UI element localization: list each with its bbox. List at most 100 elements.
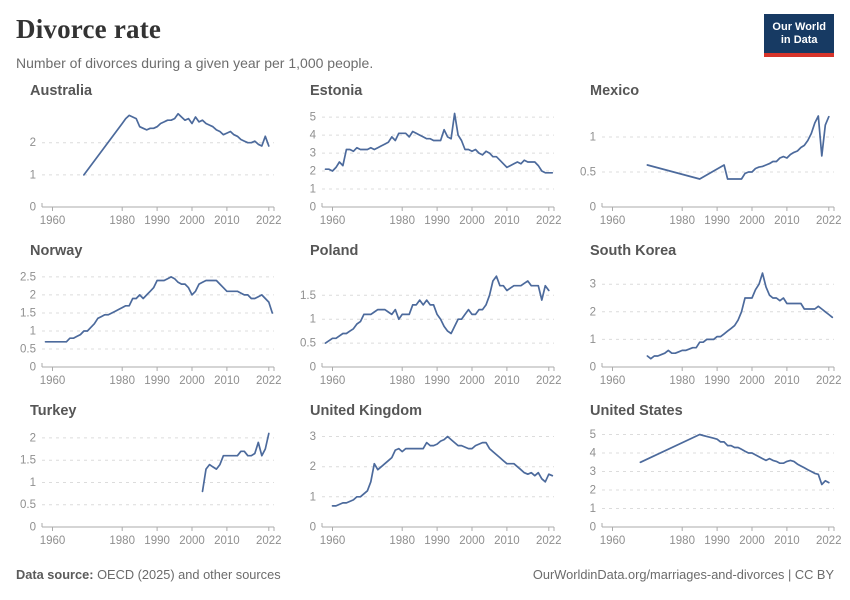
data-source-text: OECD (2025) and other sources: [93, 567, 281, 582]
x-tick-label: 1980: [389, 215, 415, 227]
y-tick-label: 3: [590, 466, 596, 478]
chart-plot-norway[interactable]: 0 0.5 1 1.5 2 2.5 1960 1980 1990 2000 2010 2022: [16, 263, 282, 395]
series-line: [83, 112, 270, 176]
x-tick-label: 2010: [494, 535, 520, 547]
series-line: [324, 112, 554, 174]
x-tick-label: 2022: [256, 535, 282, 547]
chart-footer: Data source: OECD (2025) and other sourc…: [16, 567, 834, 582]
y-tick-label: 5: [590, 429, 596, 441]
y-tick-label: 0: [590, 522, 596, 534]
y-tick-label: 2: [310, 166, 316, 178]
y-tick-label: 0.5: [20, 344, 36, 356]
series-line: [646, 272, 834, 360]
x-tick-label: 1980: [389, 535, 415, 547]
owid-logo: Our World in Data: [764, 14, 834, 57]
chart-title: United States: [590, 403, 683, 419]
y-tick-label: 2.5: [20, 271, 36, 283]
x-tick-label: 2000: [459, 535, 485, 547]
x-tick-label: 1960: [600, 215, 626, 227]
chart-plot-united-states[interactable]: 0 1 2 3 4 5 1960 1980 1990 2000 2010 2022: [576, 423, 842, 555]
chart-title: South Korea: [590, 243, 677, 259]
y-tick-label: 0: [30, 202, 36, 214]
x-tick-label: 2000: [179, 215, 205, 227]
x-tick-label: 1990: [704, 535, 730, 547]
x-tick-label: 1960: [600, 535, 626, 547]
chart-plot-estonia[interactable]: 0 1 2 3 4 5 1960 1980 1990 2000 2010 2022: [296, 103, 562, 235]
x-tick-label: 2000: [739, 375, 765, 387]
y-tick-label: 2: [30, 289, 36, 301]
x-tick-label: 1980: [669, 375, 695, 387]
x-tick-label: 1990: [424, 535, 450, 547]
y-tick-label: 0.5: [20, 499, 36, 511]
x-tick-label: 1990: [144, 215, 170, 227]
y-tick-label: 0: [30, 362, 36, 374]
y-tick-label: 0: [310, 522, 316, 534]
series-line: [646, 115, 830, 180]
x-tick-label: 1960: [40, 215, 66, 227]
header-text: Divorce rate Number of divorces during a…: [16, 12, 373, 79]
y-tick-label: 3: [310, 431, 316, 443]
x-tick-label: 2010: [774, 535, 800, 547]
x-tick-label: 1960: [320, 215, 346, 227]
chart-title: Poland: [310, 243, 359, 259]
series-line: [201, 432, 270, 493]
data-source-label: Data source:: [16, 567, 94, 582]
chart-turkey: Turkey 0 0.5 1 1.5 2 1960 1980 1990 2000 2010 2022: [16, 403, 282, 559]
chart-plot-south-korea[interactable]: 0 1 2 3 1960 1980 1990 2000 2010 2022: [576, 263, 842, 395]
chart-plot-united-kingdom[interactable]: 0 1 2 3 1960 1980 1990 2000 2010 2022: [296, 423, 562, 555]
x-tick-label: 2010: [494, 215, 520, 227]
x-tick-label: 2010: [214, 535, 240, 547]
x-tick-label: 1990: [424, 375, 450, 387]
x-tick-label: 2000: [739, 535, 765, 547]
chart-title: Australia: [30, 83, 93, 99]
small-multiples-grid: Australia 0 1 2 1960 1980 1990 2000 2010 2022 Es…: [16, 83, 842, 559]
chart-plot-poland[interactable]: 0 0.5 1 1.5 1960 1980 1990 2000 2010 2022: [296, 263, 562, 395]
x-tick-label: 1980: [669, 215, 695, 227]
series-line: [331, 435, 554, 507]
x-tick-label: 2022: [256, 215, 282, 227]
x-tick-label: 2000: [459, 215, 485, 227]
x-tick-label: 2000: [179, 375, 205, 387]
y-tick-label: 0: [30, 522, 36, 534]
x-tick-label: 2000: [739, 215, 765, 227]
x-tick-label: 1980: [109, 535, 135, 547]
chart-united-kingdom: United Kingdom 0 1 2 3 1960 1980 1990 2000 2010 2…: [296, 403, 562, 559]
x-tick-label: 2010: [214, 375, 240, 387]
y-tick-label: 5: [310, 112, 316, 124]
y-tick-label: 4: [310, 130, 317, 142]
x-tick-label: 1980: [669, 535, 695, 547]
chart-plot-mexico[interactable]: 0 0.5 1 1960 1980 1990 2000 2010 2022: [576, 103, 842, 235]
x-tick-label: 2022: [536, 375, 562, 387]
x-tick-label: 2010: [774, 375, 800, 387]
owid-link[interactable]: OurWorldinData.org/marriages-and-divorce…: [532, 567, 834, 582]
chart-plot-turkey[interactable]: 0 0.5 1 1.5 2 1960 1980 1990 2000 2010 2022: [16, 423, 282, 555]
series-line: [639, 433, 830, 486]
x-tick-label: 1960: [40, 535, 66, 547]
chart-norway: Norway 0 0.5 1 1.5 2 2.5 1960 1980 1990 2000 2010 2…: [16, 243, 282, 399]
chart-title: Norway: [30, 243, 83, 259]
x-tick-label: 1960: [40, 375, 66, 387]
y-tick-label: 0: [310, 202, 316, 214]
x-tick-label: 2022: [536, 215, 562, 227]
page-title: Divorce rate: [16, 14, 162, 44]
x-tick-label: 1990: [144, 375, 170, 387]
x-tick-label: 1980: [109, 375, 135, 387]
chart-title: Estonia: [310, 83, 363, 99]
chart-plot-australia[interactable]: 0 1 2 1960 1980 1990 2000 2010 2022: [16, 103, 282, 235]
x-tick-label: 2010: [774, 215, 800, 227]
x-tick-label: 2022: [256, 375, 282, 387]
x-tick-label: 1990: [144, 535, 170, 547]
chart-title: Turkey: [30, 403, 77, 419]
y-tick-label: 2: [590, 306, 596, 318]
chart-mexico: Mexico 0 0.5 1 1960 1980 1990 2000 2010 2022: [576, 83, 842, 239]
y-tick-label: 1: [590, 503, 596, 515]
y-tick-label: 0.5: [580, 167, 596, 179]
x-tick-label: 2010: [214, 215, 240, 227]
x-tick-label: 2022: [536, 535, 562, 547]
y-tick-label: 0: [590, 202, 596, 214]
chart-title: Mexico: [590, 83, 640, 99]
y-tick-label: 1: [590, 334, 596, 346]
x-tick-label: 2022: [816, 535, 842, 547]
chart-title: United Kingdom: [310, 403, 422, 419]
owid-logo-line2: in Data: [780, 34, 818, 46]
